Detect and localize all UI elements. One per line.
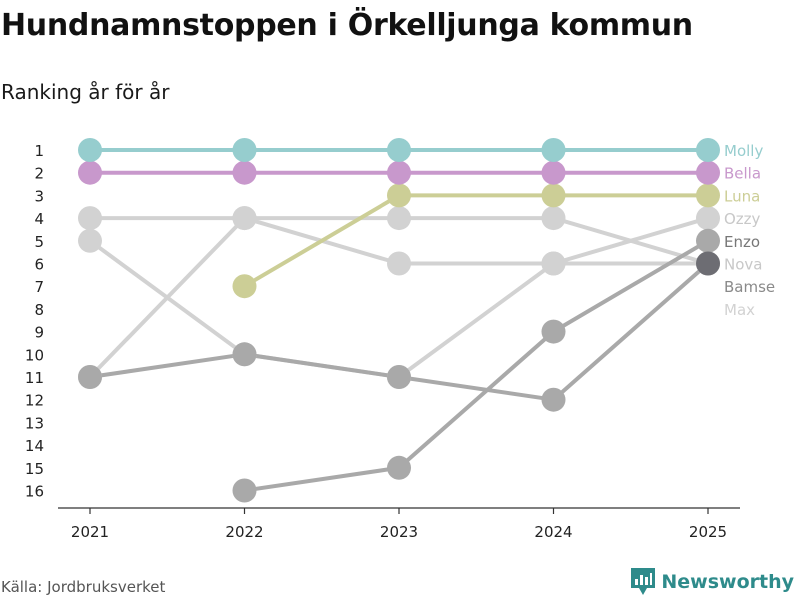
data-point-enzo <box>696 251 720 276</box>
newsworthy-logo-icon <box>631 568 656 595</box>
data-point-ozzy <box>696 206 720 231</box>
data-point-bamse <box>232 478 257 503</box>
data-point-luna <box>696 183 720 208</box>
x-tick-label: 2023 <box>380 523 418 541</box>
series-label-bella: Bella <box>724 165 761 183</box>
x-tick-label: 2021 <box>71 523 109 541</box>
brand-name: Newsworthy <box>661 571 794 593</box>
series-end-labels: Max Ozzy Nova Bamse Enzo Luna Bella Molly <box>724 142 775 319</box>
series-label-nova: Nova <box>724 256 762 274</box>
y-tick-label: 3 <box>34 187 44 205</box>
data-point-bamse <box>387 455 411 480</box>
data-point-bella <box>387 160 411 185</box>
y-tick-label: 12 <box>25 392 44 410</box>
data-point-bamse <box>541 319 566 344</box>
data-point-bella <box>232 160 257 185</box>
data-point-bamse <box>696 228 720 253</box>
y-tick-label: 11 <box>25 369 44 387</box>
data-point-molly <box>387 138 411 162</box>
chart-subtitle: Ranking år för år <box>1 80 170 104</box>
data-point-nova <box>387 251 411 276</box>
data-point-max <box>541 206 566 231</box>
y-tick-label: 8 <box>34 301 44 319</box>
data-point-enzo <box>541 387 566 412</box>
data-point-nova <box>78 206 102 231</box>
x-tick-label: 2024 <box>534 523 572 541</box>
data-point-luna <box>387 183 411 208</box>
x-axis: 2021 2022 2023 2024 2025 <box>58 507 740 541</box>
series-label-bamse: Bamse <box>724 278 775 296</box>
series-label-ozzy: Ozzy <box>724 210 761 228</box>
y-tick-label: 5 <box>34 233 44 251</box>
y-tick-label: 7 <box>34 278 44 296</box>
y-tick-label: 9 <box>34 324 44 342</box>
data-point-molly <box>78 138 102 162</box>
y-tick-label: 10 <box>25 346 44 364</box>
series-label-luna: Luna <box>724 187 760 205</box>
data-point-max <box>387 206 411 231</box>
series-label-molly: Molly <box>724 142 763 160</box>
y-tick-label: 2 <box>34 165 44 183</box>
data-point-molly <box>541 138 566 162</box>
series-line-bamse <box>242 238 710 493</box>
y-tick-label: 1 <box>34 142 44 160</box>
x-tick-label: 2022 <box>225 523 263 541</box>
y-tick-label: 14 <box>25 437 44 455</box>
data-point-bella <box>541 160 566 185</box>
data-point-molly <box>696 138 720 162</box>
y-tick-label: 15 <box>25 460 44 478</box>
data-point-enzo <box>78 365 102 389</box>
data-point-luna <box>232 274 257 299</box>
y-tick-label: 16 <box>25 483 44 501</box>
data-point-enzo <box>232 342 257 367</box>
data-point-bella <box>78 160 102 185</box>
series-points <box>78 138 720 503</box>
x-tick-label: 2025 <box>689 523 727 541</box>
y-tick-label: 6 <box>34 256 44 274</box>
y-tick-label: 13 <box>25 414 44 432</box>
page-title: Hundnamnstoppen i Örkelljunga kommun <box>1 8 693 43</box>
data-point-enzo <box>387 365 411 389</box>
newsworthy-logo: Newsworthy <box>631 568 794 596</box>
data-point-bella <box>696 160 720 185</box>
data-point-luna <box>541 183 566 208</box>
data-point-ozzy <box>78 228 102 253</box>
y-tick-label: 4 <box>34 210 44 228</box>
series-label-max: Max <box>724 301 755 319</box>
source-note: Källa: Jordbruksverket <box>1 578 166 596</box>
series-label-enzo: Enzo <box>724 233 760 251</box>
data-point-molly <box>232 138 257 162</box>
data-point-nova <box>232 206 257 231</box>
data-point-nova <box>541 251 566 276</box>
series-line-luna <box>242 193 710 289</box>
